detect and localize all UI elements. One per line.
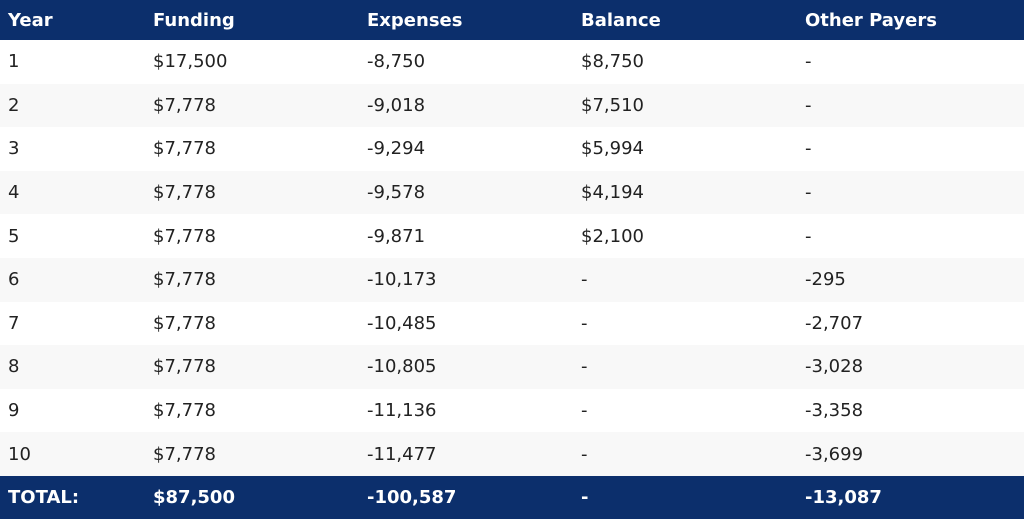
table-cell: - [805,51,812,73]
table-cell: $5,994 [581,138,644,160]
table-cell: 6 [8,269,20,291]
table-row: 9 $7,778 -11,136 - -3,358 [0,389,1024,433]
table-cell: $7,778 [153,400,216,422]
table-row: 8 $7,778 -10,805 - -3,028 [0,345,1024,389]
table-cell: -10,485 [367,312,437,334]
table-cell: 8 [8,356,20,378]
table-cell: -9,578 [367,182,426,204]
table-cell: -3,699 [805,443,864,465]
table-cell: $7,778 [153,312,216,334]
table-row: 2 $7,778 -9,018 $7,510 - [0,83,1024,128]
table-row: 4 $7,778 -9,578 $4,194 - [0,170,1024,215]
table-cell: 2 [8,94,20,116]
table-cell: -10,805 [367,356,437,378]
table-cell: 3 [8,138,20,160]
table-cell: $7,778 [153,356,216,378]
table-cell: 7 [8,312,20,334]
table-cell: 10 [8,443,31,465]
table-cell: - [581,443,588,465]
table-cell: $4,194 [581,182,644,204]
footer-cell: $87,500 [153,487,235,508]
table-cell: - [581,400,588,422]
header-row: Year Funding Expenses Balance Other Payers [0,0,1024,40]
table-cell: 5 [8,225,20,247]
table-cell: $7,510 [581,94,644,116]
table-cell: $7,778 [153,443,216,465]
table-cell: - [581,356,588,378]
table-cell: -3,028 [805,356,864,378]
table-cell: $17,500 [153,51,228,73]
table-row: 5 $7,778 -9,871 $2,100 - [0,214,1024,258]
header-cell: Funding [153,9,235,31]
table-cell: - [805,94,812,116]
footer-cell: -13,087 [805,487,882,508]
footer-cell: TOTAL: [8,487,80,508]
footer-cell: - [581,487,589,508]
table-cell: - [805,225,812,247]
table-row: 7 $7,778 -10,485 - -2,707 [0,302,1024,346]
table-cell: -11,477 [367,443,437,465]
table-cell: - [805,138,812,160]
table-cell: 9 [8,400,20,422]
table-cell: -9,871 [367,225,426,247]
table-cell: $8,750 [581,51,644,73]
table-cell: - [805,182,812,204]
table-cell: $7,778 [153,225,216,247]
table-cell: -8,750 [367,51,426,73]
header-cell: Expenses [367,9,463,31]
header-cell: Balance [581,9,661,31]
table-cell: - [581,312,588,334]
table-row: 10 $7,778 -11,477 - -3,699 [0,432,1024,476]
table-cell: - [581,269,588,291]
header-cell: Year [8,9,53,31]
table-cell: $2,100 [581,225,644,247]
table-cell: -2,707 [805,312,864,334]
table-cell: $7,778 [153,138,216,160]
table-cell: -10,173 [367,269,437,291]
table-row: 1 $17,500 -8,750 $8,750 - [0,40,1024,84]
table-cell: -3,358 [805,400,864,422]
table-cell: $7,778 [153,182,216,204]
table-cell: -9,294 [367,138,426,160]
table-cell: -295 [805,269,846,291]
footer-cell: -100,587 [367,487,457,508]
table-cell: -11,136 [367,400,437,422]
table-row: 3 $7,778 -9,294 $5,994 - [0,127,1024,171]
table-cell: -9,018 [367,94,426,116]
table-cell: $7,778 [153,269,216,291]
table-cell: 1 [8,51,20,73]
table-row: 6 $7,778 -10,173 - -295 [0,258,1024,302]
table-cell: 4 [8,182,20,204]
header-cell: Other Payers [805,9,937,31]
table-cell: $7,778 [153,94,216,116]
footer-row: TOTAL: $87,500 -100,587 - -13,087 [0,476,1024,519]
